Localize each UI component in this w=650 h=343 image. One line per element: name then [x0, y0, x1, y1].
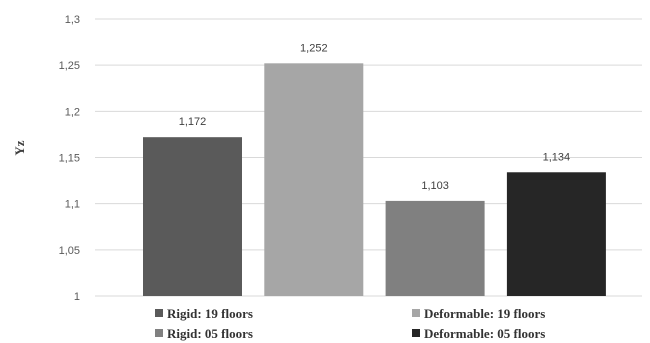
- y-tick-label: 1: [74, 291, 80, 303]
- legend-swatch: [412, 309, 420, 317]
- legend-entry: Rigid: 05 floors: [167, 326, 253, 341]
- y-axis-label: Yz: [12, 140, 27, 155]
- legend-entry: Rigid: 19 floors: [167, 306, 253, 321]
- bar: [264, 63, 364, 296]
- legend-entry: Deformable: 19 floors: [424, 306, 545, 321]
- bar: [506, 172, 606, 296]
- y-tick-label: 1,25: [59, 60, 80, 72]
- legend-entry: Deformable: 05 floors: [424, 326, 545, 341]
- bar: [143, 137, 242, 296]
- y-tick-label: 1,2: [65, 106, 80, 118]
- y-tick-label: 1,15: [59, 153, 80, 165]
- y-tick-label: 1,1: [65, 199, 80, 211]
- data-label: 1,172: [179, 116, 207, 128]
- y-tick-label: 1,3: [65, 14, 80, 26]
- legend-swatch: [412, 329, 420, 337]
- legend-swatch: [155, 329, 163, 337]
- data-label: 1,252: [300, 42, 328, 54]
- data-label: 1,134: [543, 151, 571, 163]
- y-tick-label: 1,05: [59, 245, 80, 257]
- bar: [385, 200, 485, 296]
- data-label: 1,103: [421, 180, 449, 192]
- legend-swatch: [155, 309, 163, 317]
